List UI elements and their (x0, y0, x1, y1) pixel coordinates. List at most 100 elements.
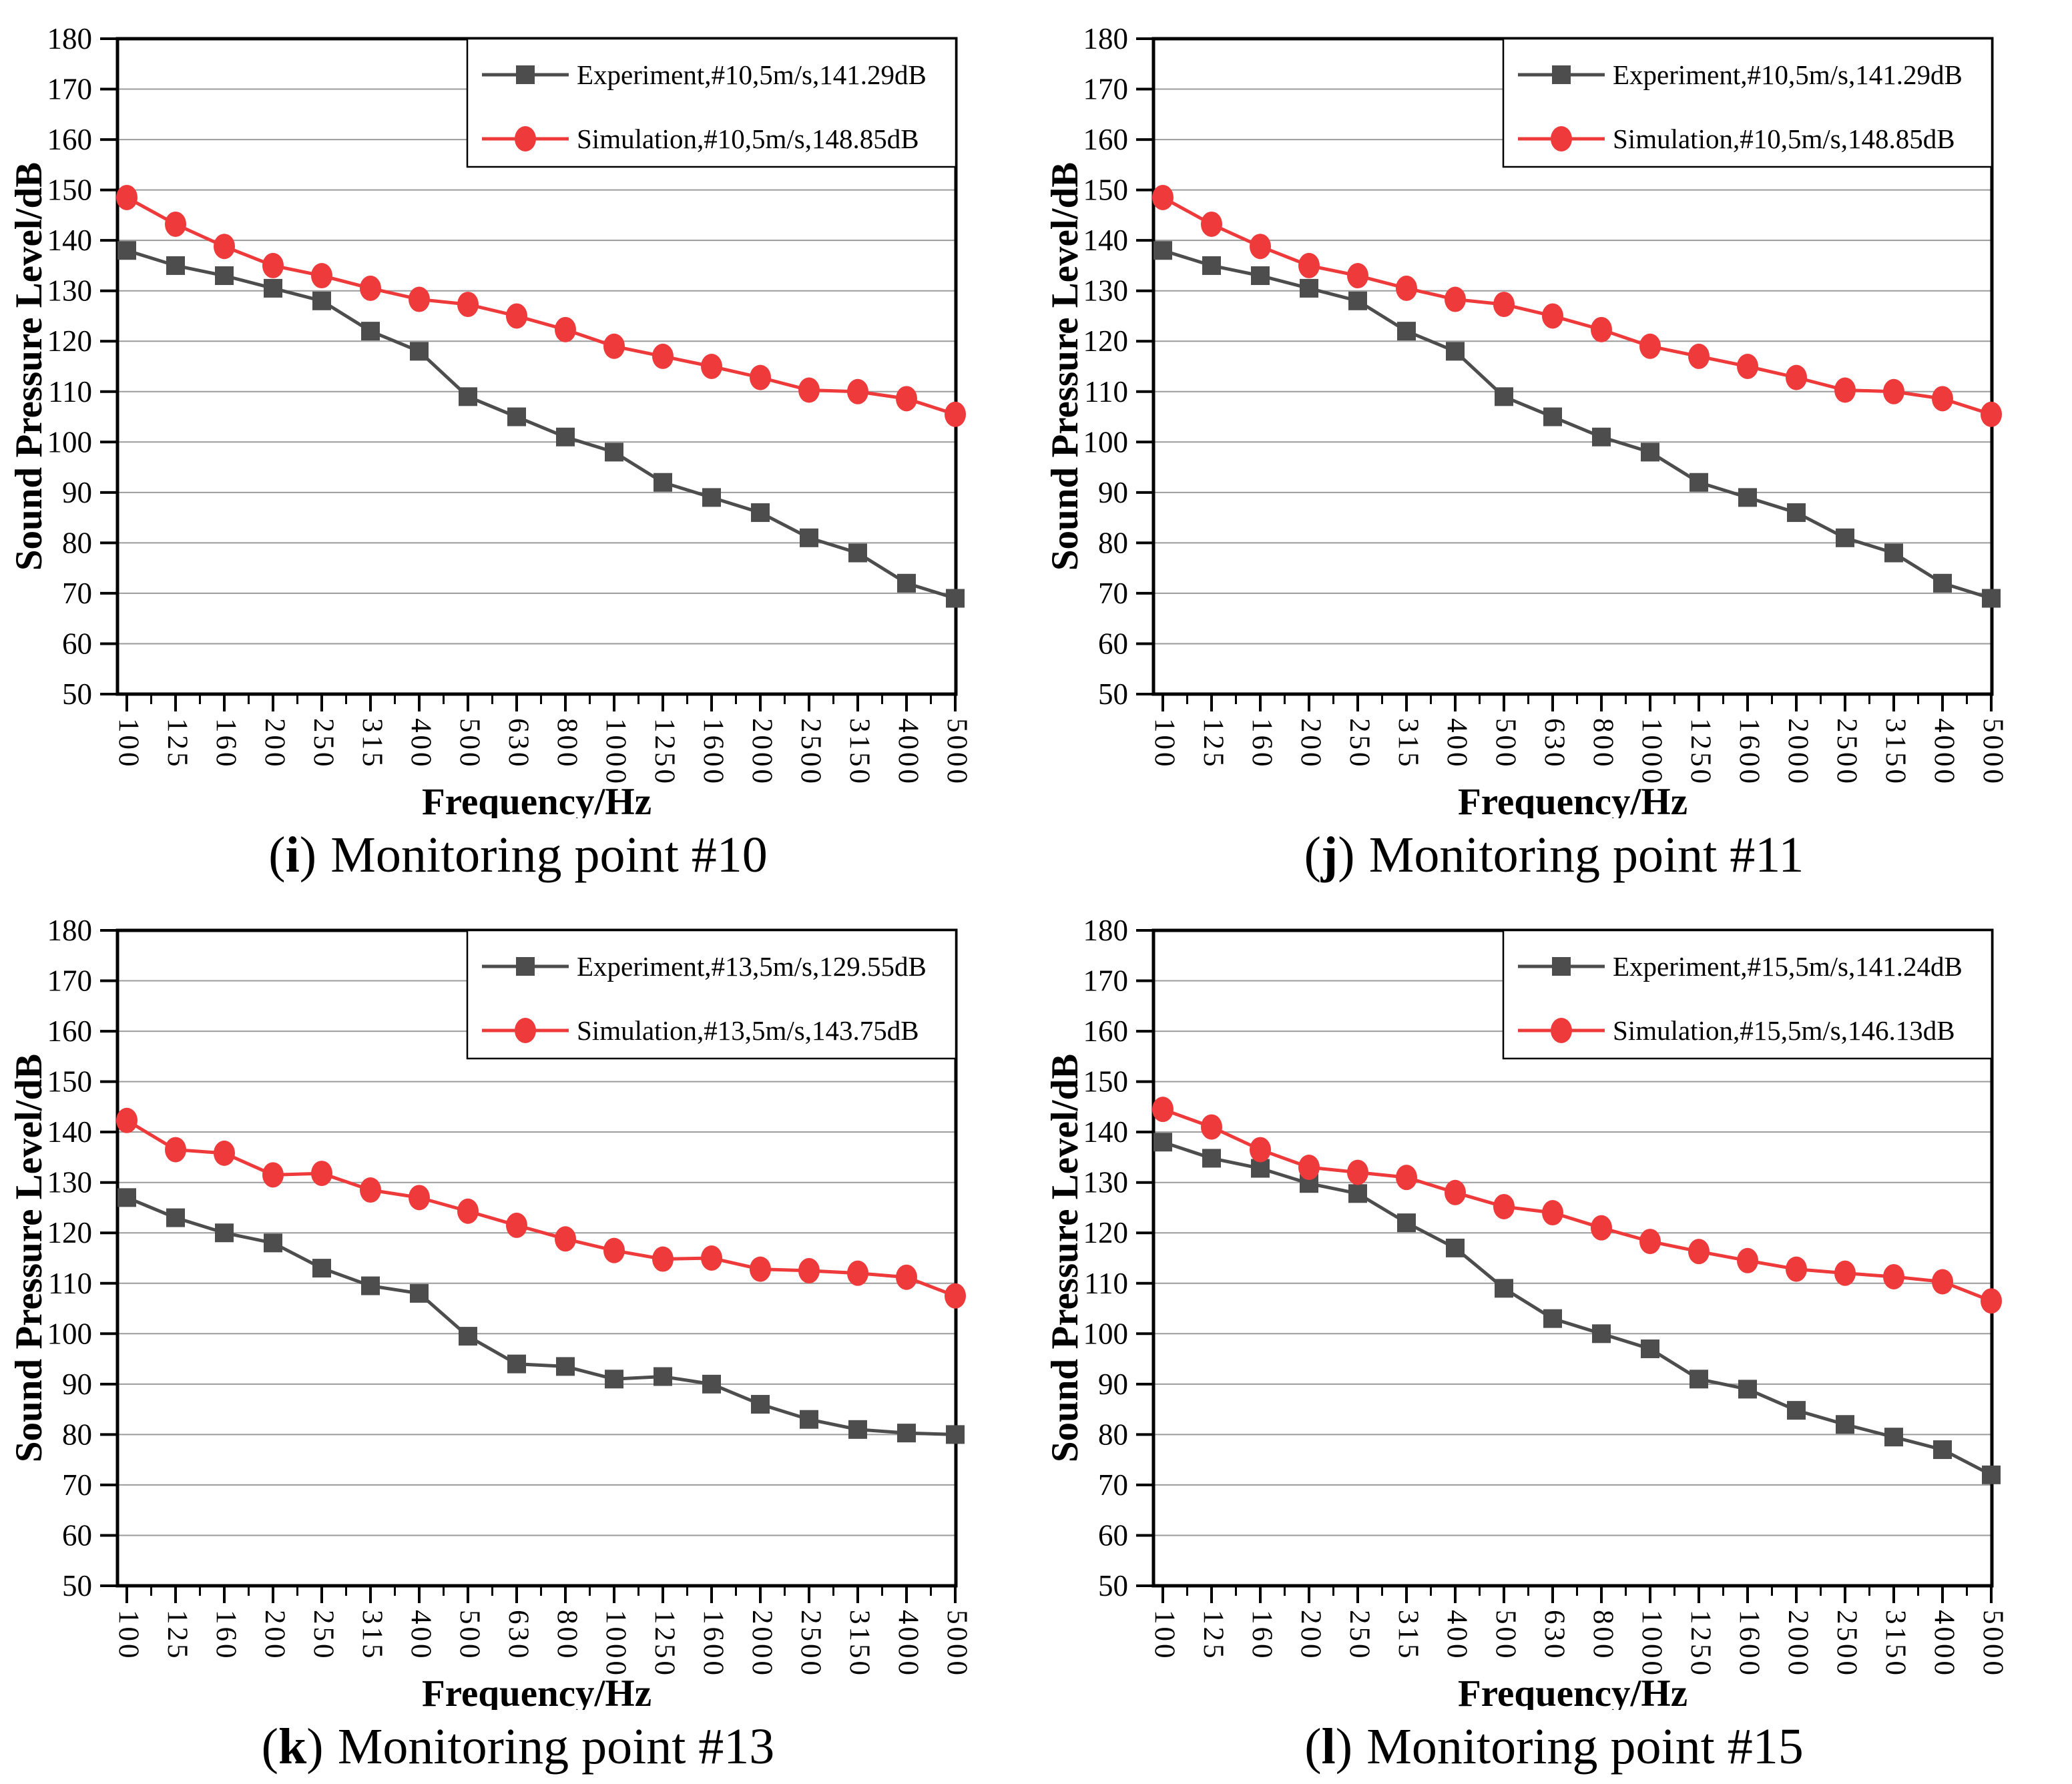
simulation-marker (506, 1212, 527, 1238)
chart-k: 50 60 70 80 90 100 110 120 130 140 150 160 170 180 100… (0, 892, 1036, 1710)
legend-experiment-marker (1552, 957, 1571, 976)
simulation-marker (945, 1283, 966, 1309)
x-tick-label: 1600 (1734, 1610, 1765, 1678)
y-tick-label: 70 (62, 577, 92, 610)
experiment-marker (751, 503, 770, 523)
x-tick-label: 125 (162, 718, 193, 770)
x-tick-label: 200 (1295, 1610, 1326, 1661)
y-tick-label: 100 (1083, 425, 1129, 459)
experiment-marker (848, 543, 867, 563)
x-tick-label: 4000 (1928, 718, 1960, 786)
experiment-marker (800, 528, 818, 547)
x-tick-label: 1000 (1636, 1610, 1667, 1678)
y-tick-label: 160 (47, 1014, 93, 1048)
simulation-marker (1688, 1239, 1710, 1265)
legend-entry-label: Simulation,#13,5m/s,143.75dB (577, 1015, 919, 1046)
simulation-marker (457, 1198, 479, 1224)
simulation-marker (1445, 286, 1466, 312)
y-tick-label: 50 (1098, 677, 1128, 711)
y-tick-label: 120 (1083, 324, 1129, 358)
chart-caption-l: (l) Monitoring point #15 (1036, 1710, 2072, 1783)
x-tick-label: 100 (113, 718, 144, 770)
x-tick-label: 5000 (941, 718, 973, 786)
legend-box (1502, 37, 1993, 168)
legend-simulation-marker (515, 126, 536, 152)
simulation-marker (652, 1246, 674, 1272)
y-tick-label: 70 (62, 1468, 92, 1502)
chart-panel-i: 50 60 70 80 90 100 110 120 130 140 150 160 170 180 100… (0, 0, 1036, 892)
y-tick-label: 180 (1083, 914, 1129, 947)
legend-box (466, 37, 957, 168)
x-tick-label: 125 (1198, 718, 1229, 770)
y-axis-title: Sound Pressure Level/dB (8, 1054, 50, 1462)
x-tick-label: 800 (551, 718, 583, 770)
x-tick-label: 400 (1441, 718, 1473, 770)
experiment-marker (410, 342, 429, 361)
caption-paren: ) (299, 826, 316, 883)
x-tick-label: 400 (1441, 1610, 1473, 1661)
experiment-marker (848, 1420, 867, 1439)
y-tick-label: 50 (1098, 1569, 1128, 1602)
x-tick-label: 100 (1149, 1610, 1180, 1661)
x-tick-label: 100 (113, 1610, 144, 1661)
simulation-marker (311, 1161, 332, 1187)
experiment-marker (507, 407, 526, 426)
simulation-marker (311, 263, 332, 289)
experiment-marker (1592, 1324, 1611, 1344)
y-tick-label: 80 (62, 1418, 92, 1451)
x-tick-label: 1250 (1685, 1610, 1716, 1678)
experiment-marker (1787, 1401, 1806, 1420)
y-tick-label: 80 (1098, 1418, 1128, 1451)
caption-paren: ( (268, 826, 286, 883)
experiment-marker (410, 1283, 429, 1303)
caption-title: Monitoring point #13 (337, 1718, 775, 1775)
chart-i: 50 60 70 80 90 100 110 120 130 140 150 160 170 180 100… (0, 0, 1036, 818)
x-tick-label: 4000 (892, 1610, 924, 1678)
x-tick-label: 3150 (844, 1610, 875, 1678)
experiment-marker (264, 278, 282, 298)
x-tick-label: 250 (1344, 1610, 1375, 1661)
experiment-marker (1495, 1279, 1513, 1298)
x-tick-label: 2500 (1831, 718, 1862, 786)
y-tick-label: 140 (1083, 1115, 1129, 1149)
simulation-marker (750, 1256, 771, 1282)
experiment-marker (117, 1188, 136, 1207)
y-tick-label: 90 (1098, 1368, 1128, 1401)
simulation-marker (652, 343, 674, 369)
x-tick-label: 160 (1246, 1610, 1278, 1661)
y-tick-label: 180 (47, 914, 93, 947)
simulation-marker (847, 378, 868, 404)
x-tick-label: 1000 (600, 1610, 631, 1678)
experiment-marker (1738, 488, 1757, 507)
simulation-marker (896, 386, 917, 412)
legend-entry-label: Simulation,#10,5m/s,148.85dB (577, 123, 919, 154)
simulation-marker (555, 316, 576, 342)
experiment-marker (264, 1233, 282, 1253)
y-tick-label: 150 (47, 174, 93, 207)
simulation-marker (1591, 1215, 1612, 1241)
experiment-marker (312, 1259, 331, 1278)
y-tick-label: 50 (62, 677, 92, 711)
simulation-marker (1786, 364, 1807, 390)
x-tick-label: 160 (1246, 718, 1278, 770)
y-tick-label: 60 (62, 1518, 92, 1552)
x-tick-label: 2000 (746, 718, 778, 786)
chart-caption-k: (k) Monitoring point #13 (0, 1710, 1036, 1783)
experiment-marker (1690, 473, 1708, 492)
simulation-marker (1639, 333, 1661, 359)
simulation-marker (1347, 1159, 1368, 1185)
y-tick-label: 100 (47, 1317, 93, 1350)
x-tick-label: 400 (405, 718, 437, 770)
x-tick-label: 2500 (795, 718, 826, 786)
simulation-marker (750, 364, 771, 390)
legend-entry-label: Experiment,#10,5m/s,141.29dB (577, 59, 927, 90)
x-tick-label: 1600 (1734, 718, 1765, 786)
experiment-marker (1446, 1238, 1465, 1257)
y-tick-label: 70 (1098, 577, 1128, 610)
y-tick-label: 160 (1083, 123, 1129, 156)
chart-caption-i: (i) Monitoring point #10 (0, 818, 1036, 892)
experiment-marker (654, 473, 672, 492)
x-tick-label: 3150 (1880, 718, 1911, 786)
simulation-marker (1981, 401, 2002, 427)
experiment-marker (702, 1374, 721, 1394)
